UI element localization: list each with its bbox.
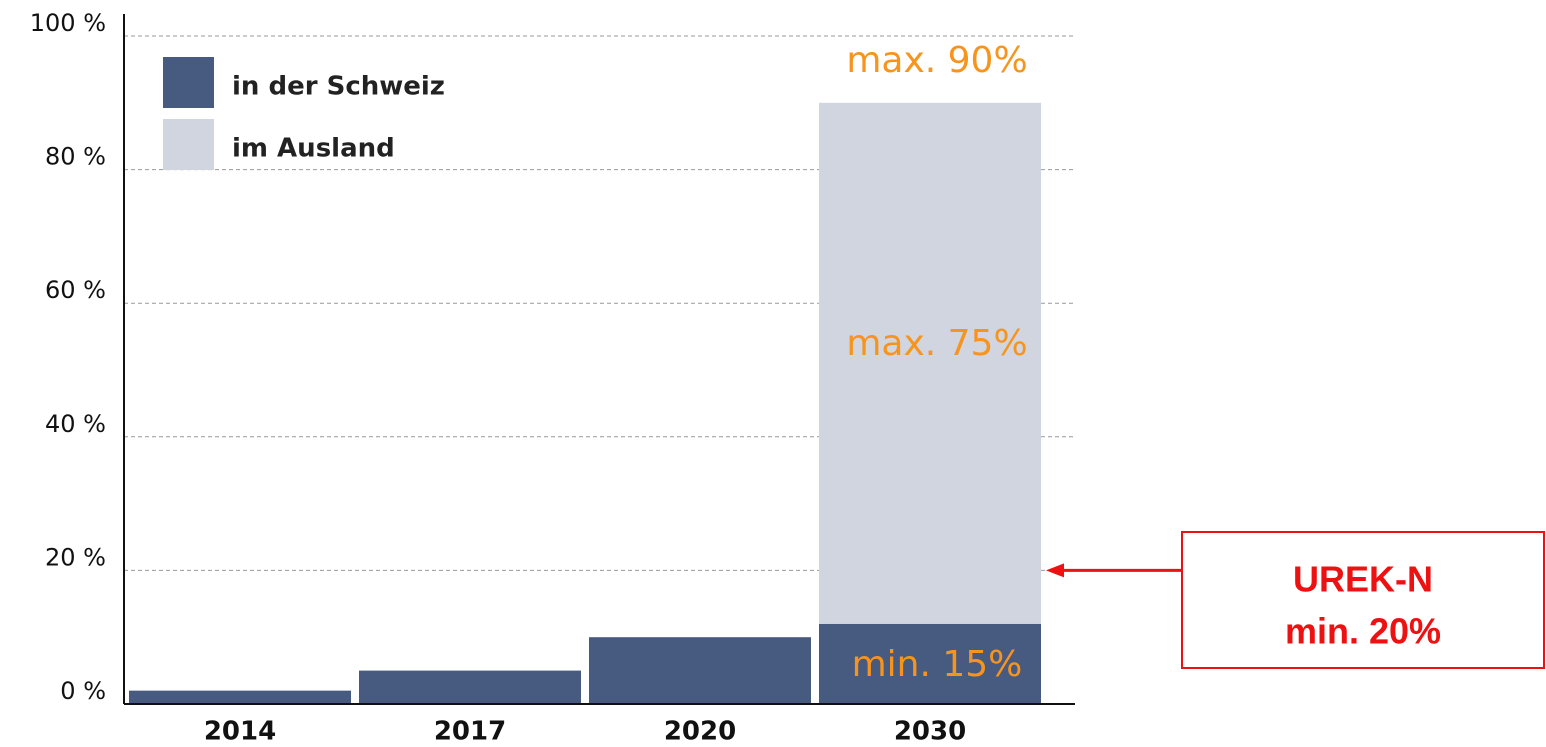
callout-text: UREK-N [1293,559,1433,600]
y-tick-label: 40 % [45,410,106,438]
y-tick-label: 80 % [45,143,106,171]
annotation: max. 90% [846,40,1027,81]
bar-segment [589,637,811,704]
legend-label: im Ausland [232,134,395,164]
legend-swatch [163,119,214,170]
bar-segment [819,623,1041,704]
callout-box [1181,531,1545,669]
bar-segment [819,102,1041,624]
y-tick-label: 100 % [30,9,106,37]
bar-segment [129,690,351,704]
x-tick-label: 2020 [664,717,736,747]
x-tick-label: 2030 [894,717,966,747]
callout-text: min. 20% [1285,611,1441,652]
x-tick-label: 2017 [434,717,506,747]
y-tick-label: 20 % [45,543,106,571]
bar-segment [359,670,581,704]
annotation: max. 75% [846,323,1027,364]
legend-swatch [163,57,214,108]
callout-arrowhead [1046,563,1064,578]
y-tick-label: 0 % [60,677,106,705]
y-tick-label: 60 % [45,276,106,304]
annotation: min. 15% [852,644,1023,685]
x-tick-label: 2014 [204,717,276,747]
legend-label: in der Schweiz [232,72,445,102]
